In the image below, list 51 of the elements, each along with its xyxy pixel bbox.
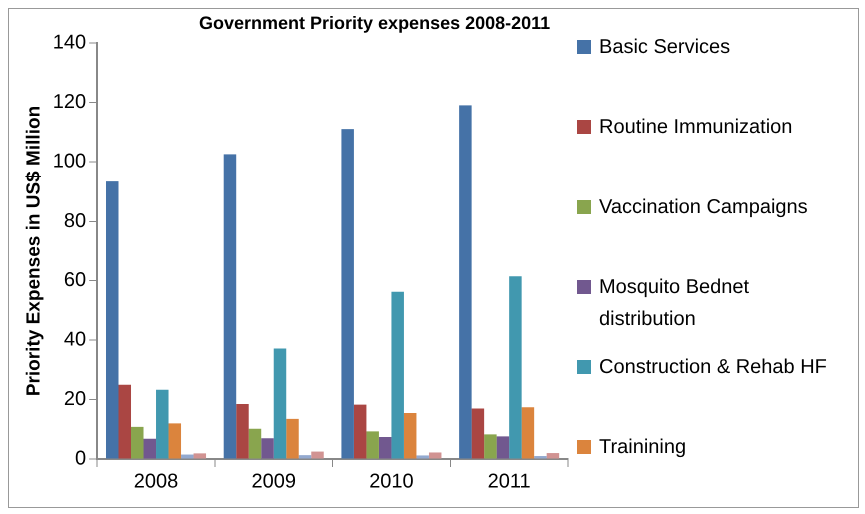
legend-label: Basic Services — [599, 35, 732, 60]
bar — [484, 434, 497, 458]
y-tick-label: 40 — [64, 328, 86, 351]
bar — [366, 431, 379, 458]
bar — [224, 154, 236, 458]
bar — [496, 436, 510, 458]
bar — [181, 454, 194, 458]
bar — [106, 181, 119, 458]
bar — [378, 437, 392, 458]
legend-label: Construction & Rehab HF — [599, 355, 828, 380]
y-tick-label: 120 — [52, 90, 86, 113]
y-tick-label: 100 — [52, 150, 86, 172]
bar — [144, 438, 156, 458]
bar — [459, 105, 472, 458]
bar — [311, 452, 324, 458]
bar — [472, 408, 484, 458]
bar — [274, 348, 286, 458]
bar — [341, 129, 354, 458]
legend-label: Vaccination Campaigns — [599, 195, 809, 220]
bar — [131, 426, 144, 458]
x-tick-label: 2009 — [251, 470, 296, 493]
legend-label: Routine Immunization — [599, 115, 794, 140]
y-tick-label: 60 — [64, 269, 86, 292]
bar — [261, 438, 274, 458]
bar — [298, 455, 312, 458]
y-tick-label: 0 — [75, 448, 86, 470]
bar — [248, 428, 262, 458]
bar — [236, 404, 249, 458]
bar — [546, 453, 560, 458]
y-tick-label: 140 — [52, 32, 86, 54]
bar — [416, 455, 429, 458]
y-tick-label: 80 — [64, 210, 86, 232]
bar — [391, 292, 404, 458]
x-tick-label: 2011 — [488, 470, 531, 493]
bar — [168, 423, 182, 458]
x-tick-label: 2008 — [134, 470, 178, 493]
y-tick-label: 20 — [64, 388, 86, 410]
y-axis-title: Priority Expenses in US$ Million — [24, 106, 45, 396]
bar — [428, 452, 442, 458]
bar — [118, 384, 132, 458]
legend-label: Mosquito Bednet distribution — [599, 275, 750, 332]
bar — [509, 276, 522, 458]
bar — [354, 404, 366, 458]
bar — [522, 407, 534, 458]
bar — [194, 453, 206, 458]
bar — [404, 412, 416, 458]
legend-label: Trainining — [599, 435, 688, 460]
x-tick-label: 2010 — [369, 470, 414, 493]
bar — [156, 390, 169, 458]
chart-title: Government Priority expenses 2008-2011 — [199, 13, 550, 34]
bar — [286, 418, 299, 458]
